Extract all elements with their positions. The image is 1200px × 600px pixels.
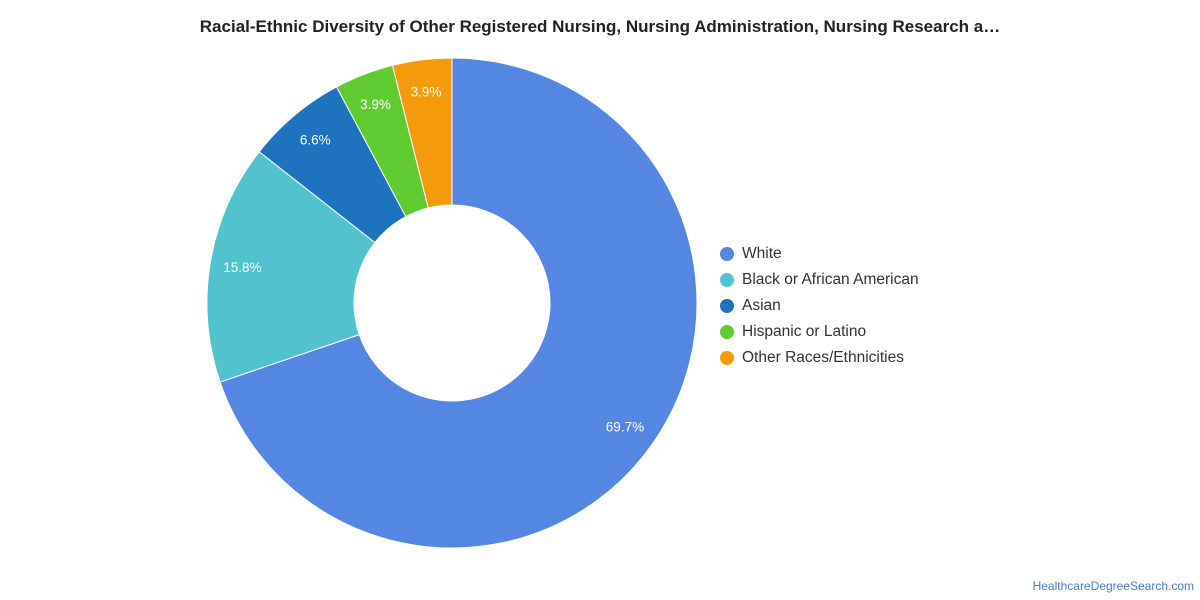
legend-label: Asian [742,297,781,314]
legend-swatch-icon [720,299,734,313]
legend-item-black-or-african-american[interactable]: Black or African American [720,267,919,293]
legend-item-hispanic-or-latino[interactable]: Hispanic or Latino [720,319,919,345]
slice-value-label: 69.7% [606,419,644,434]
legend-label: White [742,245,782,262]
slice-value-label: 15.8% [223,260,261,275]
legend-item-white[interactable]: White [720,241,919,267]
chart-legend: White Black or African American Asian Hispa… [720,241,919,371]
donut-slice-white[interactable] [219,57,698,549]
legend-item-other-races-ethnicities[interactable]: Other Races/Ethnicities [720,345,919,371]
slice-value-label: 6.6% [300,133,331,148]
legend-label: Other Races/Ethnicities [742,349,904,366]
legend-swatch-icon [720,325,734,339]
donut-slice-black-or-african-american[interactable] [206,151,376,383]
legend-swatch-icon [720,273,734,287]
legend-label: Hispanic or Latino [742,323,867,340]
legend-swatch-icon [720,351,734,365]
donut-slice-other-races-ethnicities[interactable] [391,57,453,209]
legend-label: Black or African American [742,271,919,288]
chart-title: Racial-Ethnic Diversity of Other Registe… [199,17,1001,36]
slice-value-label: 3.9% [411,84,442,99]
slice-value-label: 3.9% [360,97,391,112]
source-watermark[interactable]: HealthcareDegreeSearch.com [1032,579,1194,593]
legend-swatch-icon [720,247,734,261]
legend-item-asian[interactable]: Asian [720,293,919,319]
